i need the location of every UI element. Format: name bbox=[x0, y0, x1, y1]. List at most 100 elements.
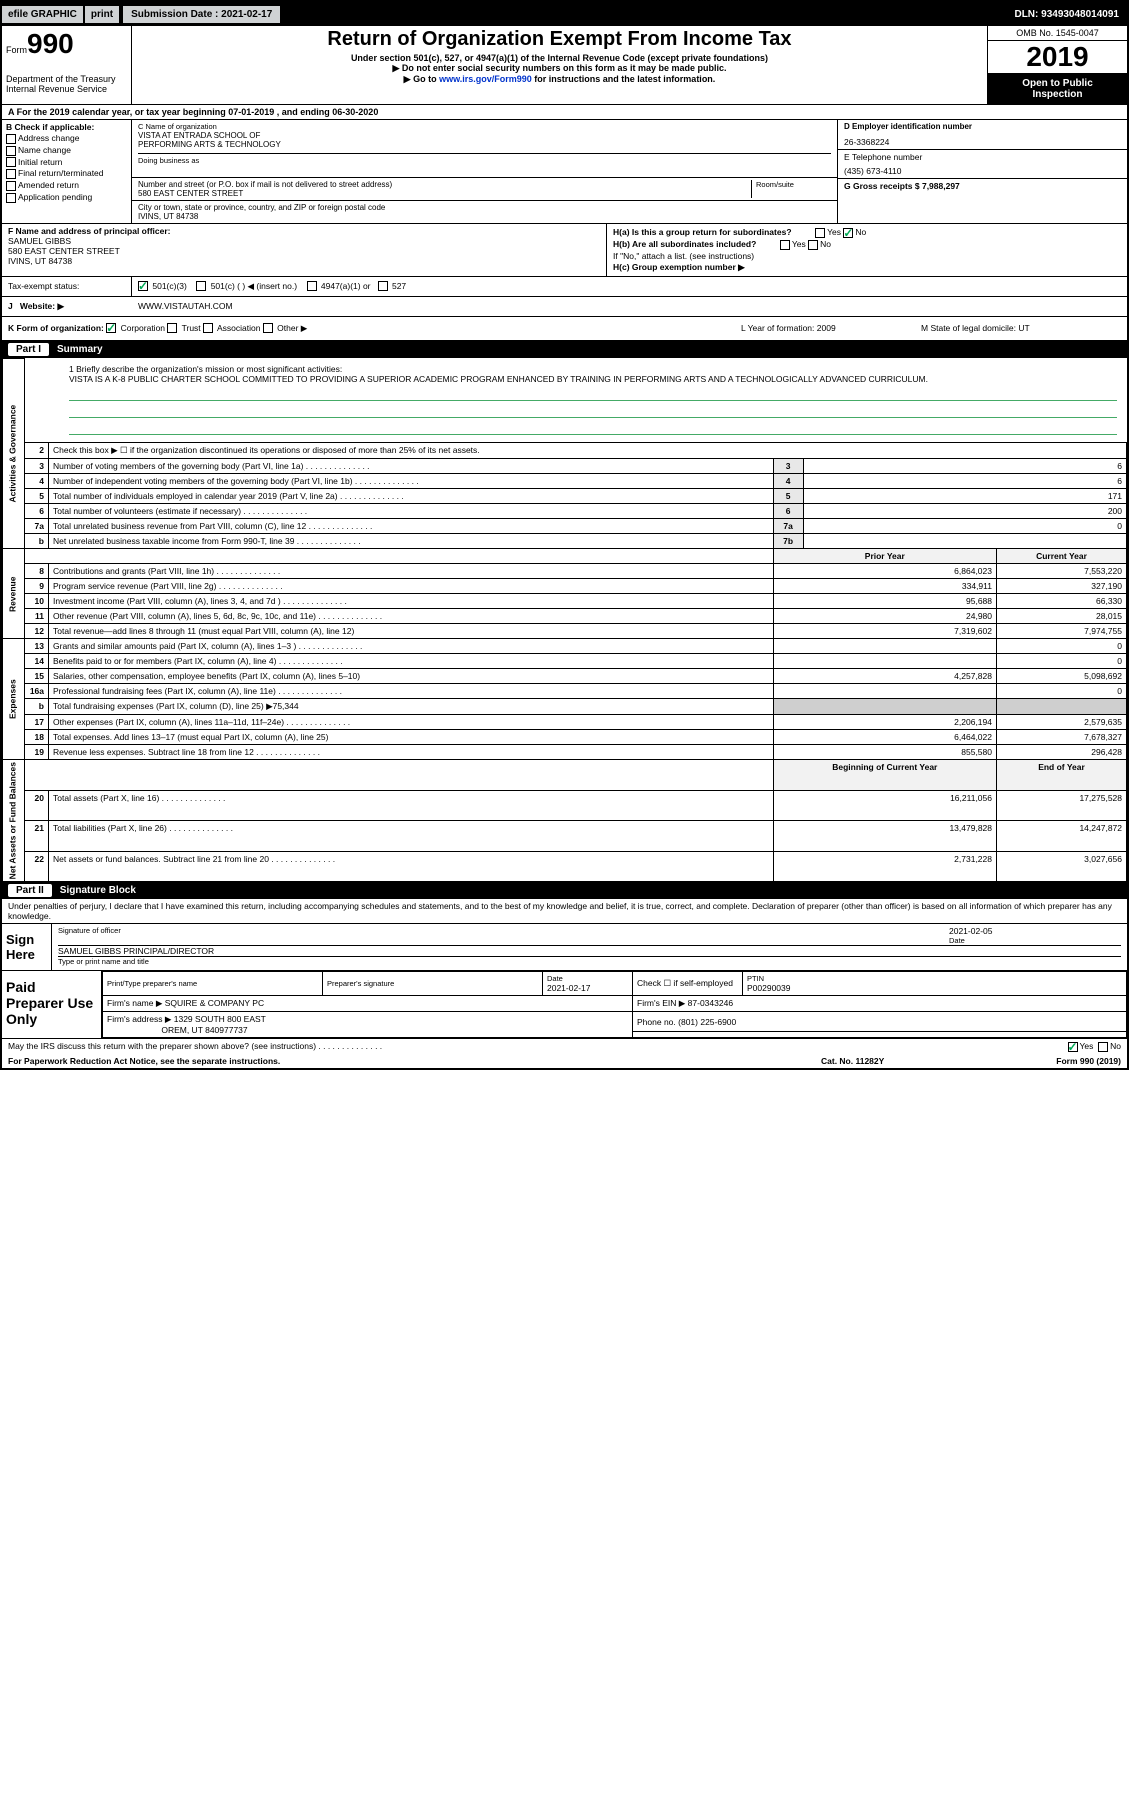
p12: 7,319,602 bbox=[773, 624, 996, 639]
firm-ein-cell: Firm's EIN ▶ 87-0343246 bbox=[633, 996, 1127, 1012]
current-year-hdr: Current Year bbox=[997, 549, 1127, 564]
val-7b bbox=[803, 534, 1126, 549]
firm-addr-cell: Firm's address ▶ 1329 SOUTH 800 EAST ORE… bbox=[103, 1012, 633, 1038]
c14: 0 bbox=[997, 654, 1127, 669]
col-d-ein: D Employer identification number 26-3368… bbox=[837, 120, 1127, 223]
line-19: Revenue less expenses. Subtract line 18 … bbox=[49, 745, 774, 760]
h-a: H(a) Is this a group return for subordin… bbox=[613, 227, 1121, 238]
footer-left: For Paperwork Reduction Act Notice, see … bbox=[8, 1056, 821, 1066]
gross-receipts: G Gross receipts $ 7,988,297 bbox=[838, 179, 1127, 193]
prep-selfemp-cell: Check ☐ if self-employed bbox=[633, 972, 743, 996]
cb-name-change[interactable]: Name change bbox=[6, 145, 127, 156]
c15: 5,098,692 bbox=[997, 669, 1127, 684]
line-16a: Professional fundraising fees (Part IX, … bbox=[49, 684, 774, 699]
form-prefix: Form bbox=[6, 45, 27, 55]
part-2-num: Part II bbox=[8, 884, 52, 897]
discuss-no[interactable]: No bbox=[1098, 1041, 1121, 1052]
org-name-1: VISTA AT ENTRADA SCHOOL OF bbox=[138, 131, 831, 140]
prep-name-cell: Print/Type preparer's name bbox=[103, 972, 323, 996]
n22: 22 bbox=[25, 851, 49, 882]
j-label: J Website: ▶ bbox=[2, 297, 132, 316]
website-row: J Website: ▶ WWW.VISTAUTAH.COM bbox=[2, 297, 1127, 317]
c11: 28,015 bbox=[997, 609, 1127, 624]
dba-value bbox=[138, 165, 831, 175]
cb-assoc[interactable] bbox=[203, 323, 213, 333]
line-11: Other revenue (Part VIII, column (A), li… bbox=[49, 609, 774, 624]
side-revenue: Revenue bbox=[3, 549, 25, 639]
footer-right: Form 990 (2019) bbox=[981, 1056, 1121, 1066]
form-title: Return of Organization Exempt From Incom… bbox=[138, 28, 981, 51]
cb-501c3[interactable] bbox=[138, 281, 148, 291]
prep-sig-cell: Preparer's signature bbox=[323, 972, 543, 996]
p14 bbox=[773, 654, 996, 669]
officer-addr: 580 EAST CENTER STREET bbox=[8, 246, 600, 256]
n8: 8 bbox=[25, 564, 49, 579]
n13: 13 bbox=[25, 639, 49, 654]
side-expenses: Expenses bbox=[3, 639, 25, 760]
line-16b: Total fundraising expenses (Part IX, col… bbox=[49, 699, 774, 715]
cb-final-return[interactable]: Final return/terminated bbox=[6, 168, 127, 179]
line-18: Total expenses. Add lines 13–17 (must eq… bbox=[49, 730, 774, 745]
part-1-title: Summary bbox=[57, 344, 103, 355]
discuss-yes[interactable]: Yes bbox=[1068, 1041, 1094, 1052]
col-c-org-info: C Name of organization VISTA AT ENTRADA … bbox=[132, 120, 837, 223]
dln: DLN: 93493048014091 bbox=[1006, 6, 1127, 23]
cb-amended[interactable]: Amended return bbox=[6, 180, 127, 191]
cb-trust[interactable] bbox=[167, 323, 177, 333]
tel-label: E Telephone number bbox=[844, 152, 1121, 162]
cb-527[interactable] bbox=[378, 281, 388, 291]
cb-address-change[interactable]: Address change bbox=[6, 133, 127, 144]
c10: 66,330 bbox=[997, 594, 1127, 609]
cb-501c[interactable] bbox=[196, 281, 206, 291]
line-3: Number of voting members of the governin… bbox=[49, 459, 774, 474]
officer-city: IVINS, UT 84738 bbox=[8, 256, 600, 266]
val-5: 171 bbox=[803, 489, 1126, 504]
inspection-label: Open to PublicInspection bbox=[988, 74, 1127, 104]
side-activities: Activities & Governance bbox=[3, 358, 25, 549]
blank-line-3 bbox=[69, 421, 1117, 435]
header-left: Form990 Department of the Treasury Inter… bbox=[2, 26, 132, 104]
box-4: 4 bbox=[773, 474, 803, 489]
tel-box: E Telephone number (435) 673-4110 bbox=[838, 150, 1127, 179]
cb-initial-return[interactable]: Initial return bbox=[6, 157, 127, 168]
firm-phone-cell: Phone no. (801) 225-6900 bbox=[633, 1012, 1127, 1032]
line-17: Other expenses (Part IX, column (A), lin… bbox=[49, 715, 774, 730]
ein-value: 26-3368224 bbox=[844, 137, 1121, 147]
box-5: 5 bbox=[773, 489, 803, 504]
preparer-block: Paid Preparer Use Only Print/Type prepar… bbox=[2, 971, 1127, 1039]
ein-label: D Employer identification number bbox=[844, 122, 1121, 131]
print-button[interactable]: print bbox=[85, 6, 119, 23]
n7b: b bbox=[25, 534, 49, 549]
p19: 855,580 bbox=[773, 745, 996, 760]
p8: 6,864,023 bbox=[773, 564, 996, 579]
footer: For Paperwork Reduction Act Notice, see … bbox=[2, 1054, 1127, 1068]
val-7a: 0 bbox=[803, 519, 1126, 534]
cb-corp[interactable] bbox=[106, 323, 116, 333]
cb-app-pending[interactable]: Application pending bbox=[6, 192, 127, 203]
line-14: Benefits paid to or for members (Part IX… bbox=[49, 654, 774, 669]
line-7a: Total unrelated business revenue from Pa… bbox=[49, 519, 774, 534]
line-5: Total number of individuals employed in … bbox=[49, 489, 774, 504]
n3: 3 bbox=[25, 459, 49, 474]
n14: 14 bbox=[25, 654, 49, 669]
line-2: Check this box ▶ ☐ if the organization d… bbox=[49, 443, 1127, 459]
prep-date-cell: Date2021-02-17 bbox=[543, 972, 633, 996]
subtitle-2: ▶ Do not enter social security numbers o… bbox=[138, 63, 981, 74]
part-2-title: Signature Block bbox=[60, 885, 136, 896]
address-left: Number and street (or P.O. box if mail i… bbox=[138, 180, 751, 198]
part-1-num: Part I bbox=[8, 343, 49, 356]
section-fh: F Name and address of principal officer:… bbox=[2, 224, 1127, 277]
c18: 7,678,327 bbox=[997, 730, 1127, 745]
p16b bbox=[773, 699, 996, 715]
cb-other[interactable] bbox=[263, 323, 273, 333]
cb-4947[interactable] bbox=[307, 281, 317, 291]
p18: 6,464,022 bbox=[773, 730, 996, 745]
city-value: IVINS, UT 84738 bbox=[138, 212, 831, 221]
address-value: 580 EAST CENTER STREET bbox=[138, 189, 751, 198]
name-type-label: Type or print name and title bbox=[58, 956, 1121, 966]
val-6: 200 bbox=[803, 504, 1126, 519]
website-url: WWW.VISTAUTAH.COM bbox=[132, 297, 1127, 316]
irs-link[interactable]: www.irs.gov/Form990 bbox=[439, 74, 532, 84]
q1-label: 1 Briefly describe the organization's mi… bbox=[69, 364, 1117, 374]
n21: 21 bbox=[25, 821, 49, 852]
